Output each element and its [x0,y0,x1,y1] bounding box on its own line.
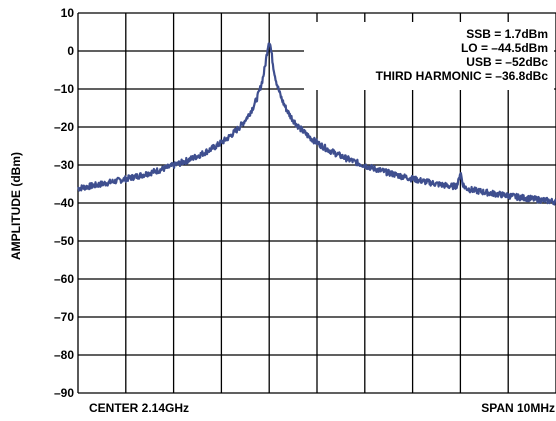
center-frequency-label: CENTER 2.14GHz [89,401,189,415]
y-tick-label: 10 [61,6,75,20]
y-tick-label: –40 [54,196,74,210]
annotation-line: LO = –44.5dBm [461,41,548,55]
y-tick-label: –10 [54,82,74,96]
spectrum-trace [77,42,556,206]
y-tick-label: –30 [54,158,74,172]
grid [77,12,556,394]
y-tick-label: –20 [54,120,74,134]
y-tick-label: –70 [54,310,74,324]
annotation-background [304,22,554,90]
y-tick-label: –60 [54,272,74,286]
annotation-line: SSB = 1.7dBm [466,27,548,41]
y-tick-label: –90 [54,386,74,400]
y-tick-label: –50 [54,234,74,248]
y-axis-ticks: 10 0 –10 –20 –30 –40 –50 –60 –70 –80 –90 [54,6,74,400]
y-axis-label: AMPLITUDE (dBm) [9,152,23,260]
annotation-line: USB = –52dBc [466,55,548,69]
y-tick-label: 0 [67,44,74,58]
y-tick-label: –80 [54,348,74,362]
annotation-line: THIRD HARMONIC = –36.8dBc [376,69,549,83]
span-label: SPAN 10MHz [481,401,555,415]
